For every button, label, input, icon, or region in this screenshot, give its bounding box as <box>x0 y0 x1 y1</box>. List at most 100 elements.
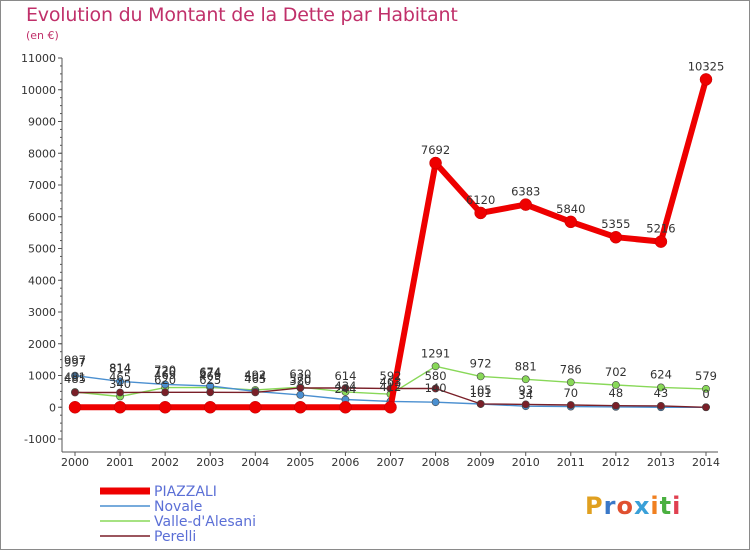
data-point-perelli <box>566 401 575 409</box>
data-point-piazzali <box>654 235 668 248</box>
annotation-label: 630 <box>289 367 311 381</box>
annotation-label: 469 <box>199 369 221 383</box>
annotation-label: 614 <box>334 369 356 383</box>
annotation-label: 434 <box>334 379 356 393</box>
annotation-label: 674 <box>199 365 221 379</box>
y-tick-label: 6000 <box>28 211 56 224</box>
annotation-label: 0 <box>702 387 709 401</box>
data-label-piazzali: 5840 <box>556 202 585 216</box>
y-tick-label: 5000 <box>28 243 56 256</box>
brand-letter: i <box>650 492 660 520</box>
data-label-piazzali: 7692 <box>421 143 450 157</box>
y-tick-label: 0 <box>49 401 56 414</box>
annotation-label: 412 <box>380 380 402 394</box>
data-point-piazzali <box>564 215 578 229</box>
annotation-label: 43 <box>654 386 669 400</box>
data-point-perelli <box>341 384 350 392</box>
annotation-label: 101 <box>470 386 492 400</box>
brand-letter: x <box>633 492 651 520</box>
chart-subtitle: (en €) <box>26 29 59 42</box>
data-label-piazzali: 10325 <box>688 59 725 73</box>
x-tick-label: 2006 <box>331 456 359 469</box>
data-point-perelli <box>521 400 530 409</box>
data-label-novale: 674 <box>199 366 221 380</box>
data-point-piazzali <box>609 230 623 244</box>
data-point-piazzali <box>294 401 307 414</box>
data-label-piazzali: 6120 <box>466 193 495 207</box>
data-point-piazzali <box>68 401 82 414</box>
annotation-label: 485 <box>64 372 86 386</box>
data-label-piazzali: 5355 <box>601 217 630 231</box>
brand-letter: o <box>616 492 634 520</box>
chart-axes: -1000 0 1000 2000 3000 4000 5000 6000 7000 8000 90… <box>21 52 720 469</box>
data-point-perelli <box>431 384 440 393</box>
annotation-label: 34 <box>518 388 533 402</box>
data-point-valle-d-alesani <box>521 375 530 384</box>
legend-label-valle-d-alesani: Valle-d'Alesani <box>154 514 256 530</box>
y-tick-label: 4000 <box>28 274 56 287</box>
data-label-valle-d-alesani: 972 <box>470 356 492 370</box>
x-tick-label: 2012 <box>602 456 630 469</box>
data-point-perelli <box>611 401 620 410</box>
legend-label-piazzali: PIAZZALI <box>154 484 217 500</box>
y-tick-label: 11000 <box>21 52 56 65</box>
y-tick-label: -1000 <box>24 433 56 446</box>
data-point-novale <box>296 390 305 399</box>
annotation-label: 720 <box>154 363 176 377</box>
x-tick-label: 2010 <box>512 456 540 469</box>
x-tick-label: 2008 <box>422 456 450 469</box>
data-label-valle-d-alesani: 881 <box>515 359 537 373</box>
annotation-label: 814 <box>109 361 131 375</box>
data-point-valle-d-alesani <box>657 383 665 392</box>
data-point-perelli <box>116 388 124 397</box>
data-label-piazzali: 5216 <box>646 222 675 236</box>
annotation-label: 244 <box>334 382 356 396</box>
brand-letter: P <box>585 492 604 520</box>
data-point-novale <box>431 398 440 407</box>
data-label-novale: 997 <box>64 356 86 370</box>
data-point-piazzali <box>113 401 127 414</box>
data-point-piazzali <box>158 401 172 414</box>
data-label-novale: 720 <box>154 364 176 378</box>
x-tick-label: 2000 <box>61 456 89 469</box>
data-point-novale <box>161 380 170 389</box>
annotation-label: 93 <box>518 383 533 397</box>
annotation-label: 465 <box>109 370 131 384</box>
x-tick-label: 2003 <box>196 456 224 469</box>
annotation-label: 105 <box>470 383 492 397</box>
x-tick-label: 2007 <box>377 456 405 469</box>
x-tick-label: 2013 <box>647 456 675 469</box>
annotation-label: 492 <box>244 368 266 382</box>
annotation-label: 625 <box>199 373 221 387</box>
y-tick-label: 10000 <box>21 84 56 97</box>
brand-letter: t <box>659 492 673 520</box>
data-point-perelli <box>476 400 485 408</box>
data-label-valle-d-alesani: 702 <box>605 365 627 379</box>
legend-label-novale: Novale <box>154 499 202 515</box>
x-tick-label: 2009 <box>467 456 495 469</box>
data-point-piazzali <box>519 198 532 211</box>
y-tick-label: 2000 <box>28 338 56 351</box>
chart-series <box>68 73 713 414</box>
series-line-piazzali <box>72 76 709 411</box>
annotation-label: 580 <box>425 369 447 383</box>
y-tick-label: 1000 <box>28 370 56 383</box>
data-point-perelli <box>657 401 665 410</box>
data-point-piazzali <box>203 401 217 414</box>
data-label-valle-d-alesani: 786 <box>560 362 582 376</box>
data-point-perelli <box>702 403 710 412</box>
annotation-label: 140 <box>425 381 447 395</box>
y-tick-label: 9000 <box>28 116 56 129</box>
annotation-label: 481 <box>64 370 86 384</box>
data-point-perelli <box>161 388 170 397</box>
annotation-label: 340 <box>109 377 131 391</box>
annotation-label: 70 <box>563 386 578 400</box>
data-label-valle-d-alesani: 624 <box>650 367 672 381</box>
y-tick-label: 7000 <box>28 179 56 192</box>
data-point-perelli <box>296 383 305 392</box>
data-point-valle-d-alesani <box>431 362 440 371</box>
brand-letter: r <box>603 492 617 520</box>
data-point-perelli <box>251 388 260 397</box>
data-point-novale <box>116 377 124 386</box>
